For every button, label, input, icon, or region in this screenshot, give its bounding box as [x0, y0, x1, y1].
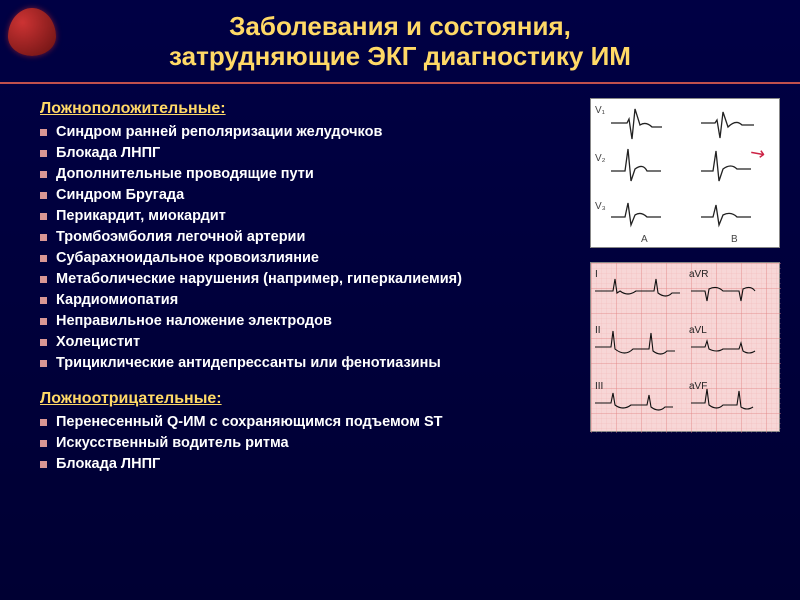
ecg2-lead-aVF: aVF	[689, 381, 707, 392]
list-item: Блокада ЛНПГ	[40, 454, 582, 475]
section1-list: Синдром ранней реполяризации желудочков …	[40, 122, 582, 374]
ecg2-lead-III: III	[595, 381, 603, 392]
ecg2-lead-I: I	[595, 269, 598, 280]
list-item: Кардиомиопатия	[40, 290, 582, 311]
list-item: Тромбоэмболия легочной артерии	[40, 227, 582, 248]
list-item: Блокада ЛНПГ	[40, 143, 582, 164]
list-item: Синдром ранней реполяризации желудочков	[40, 122, 582, 143]
title-line1: Заболевания и состояния,	[229, 11, 571, 41]
text-column: Ложноположительные: Синдром ранней репол…	[20, 94, 590, 475]
list-item: Перикардит, миокардит	[40, 206, 582, 227]
section2-list: Перенесенный Q-ИМ с сохраняющимся подъем…	[40, 412, 582, 475]
section1-heading: Ложноположительные:	[40, 100, 582, 118]
ecg1-trace	[591, 99, 781, 249]
ecg-brugada-image: V₁ V₂ V₃ A B ↘	[590, 98, 780, 248]
ecg2-lead-aVL: aVL	[689, 325, 707, 336]
section2-heading: Ложноотрицательные:	[40, 390, 582, 408]
ecg2-lead-II: II	[595, 325, 601, 336]
list-item: Метаболические нарушения (например, гипе…	[40, 269, 582, 290]
list-item: Дополнительные проводящие пути	[40, 164, 582, 185]
title-divider	[0, 82, 800, 84]
list-item: Неправильное наложение электродов	[40, 311, 582, 332]
ecg2-grid	[591, 263, 781, 433]
slide: Заболевания и состояния, затрудняющие ЭК…	[0, 0, 800, 600]
ecg-12lead-image: I II III aVR aVL aVF	[590, 262, 780, 432]
content-area: Ложноположительные: Синдром ранней репол…	[0, 94, 800, 475]
ecg2-lead-aVR: aVR	[689, 269, 708, 280]
image-column: V₁ V₂ V₃ A B ↘	[590, 94, 780, 475]
list-item: Трициклические антидепрессанты или фенот…	[40, 353, 582, 374]
slide-title: Заболевания и состояния, затрудняющие ЭК…	[0, 0, 800, 78]
list-item: Холецистит	[40, 332, 582, 353]
list-item: Искусственный водитель ритма	[40, 433, 582, 454]
list-item: Синдром Бругада	[40, 185, 582, 206]
list-item: Субарахноидальное кровоизлияние	[40, 248, 582, 269]
title-line2: затрудняющие ЭКГ диагностику ИМ	[169, 41, 631, 71]
list-item: Перенесенный Q-ИМ с сохраняющимся подъем…	[40, 412, 582, 433]
